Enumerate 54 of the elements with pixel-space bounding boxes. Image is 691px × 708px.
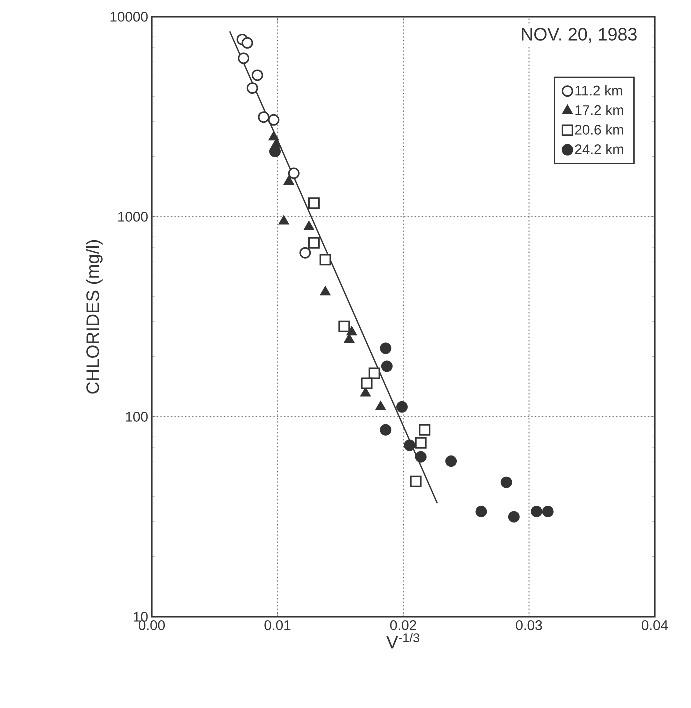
y-tick-label: 10 [134,612,148,622]
point [288,168,300,180]
y-tick-label: 1000 [118,212,148,222]
point [268,114,280,126]
point [238,52,250,64]
point [344,334,354,344]
x-tick-label: 0.04 [642,620,668,630]
point [396,401,408,413]
legend-title: NOV. 20, 1983 [522,28,637,44]
x-tick-label: 0.01 [264,620,291,630]
point [278,216,290,225]
point [410,476,422,488]
point [446,456,458,468]
legend-label: 11.2 km [576,86,622,96]
point [380,424,392,436]
point [338,320,350,332]
point [308,237,320,249]
point [300,247,312,259]
point [381,360,393,372]
point [404,440,416,452]
legend-label: 24.2 km [575,144,624,154]
point [252,70,264,82]
point [415,451,427,463]
point [368,368,380,380]
x-tick-label: 0.00 [138,620,166,630]
point [304,221,314,230]
y-tick-label: 100 [126,412,148,422]
legend-label: 20.6 km [575,124,624,135]
point [284,176,294,186]
y-tick-label: 10000 [110,12,148,22]
point [320,254,332,266]
x-tick-label: 0.03 [516,620,542,630]
x-tick-label: 0.02 [390,620,416,630]
point [360,388,371,397]
point [415,437,427,449]
point [320,286,331,296]
legend-label: 17.2 km [576,105,624,116]
point [508,511,520,523]
point [268,132,280,141]
point [380,342,392,354]
point [376,401,386,410]
point [258,112,270,124]
point [476,506,488,518]
point [242,37,254,49]
point [500,476,512,488]
point [361,378,373,390]
point [542,506,554,518]
point [246,82,258,94]
y-axis-title: CHLORIDES (mg/l) [86,240,103,394]
point [531,506,543,518]
x-axis-title: V$^{-1/3}$ [386,633,420,649]
point [419,424,431,436]
point [346,326,358,336]
point [308,198,320,210]
